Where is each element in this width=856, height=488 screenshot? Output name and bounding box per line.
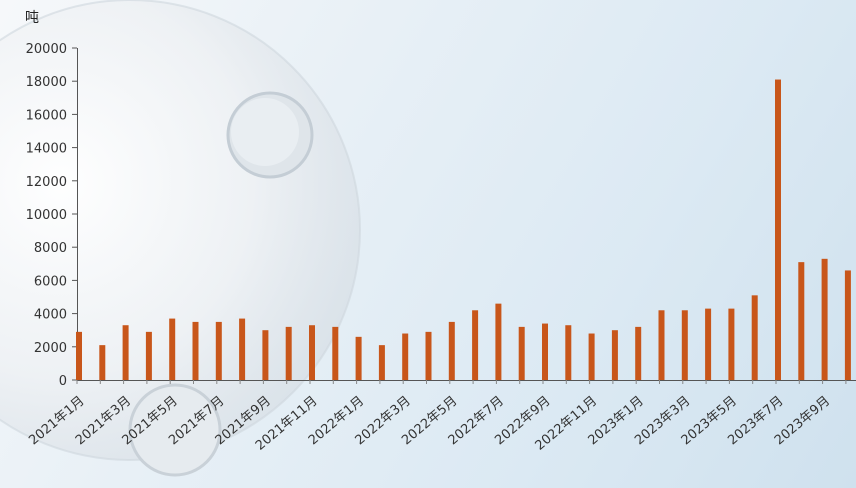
bar: [378, 345, 385, 380]
bar: [285, 326, 292, 380]
bar: [309, 325, 315, 380]
bar: [635, 326, 642, 380]
bar: [215, 321, 222, 380]
bar: [355, 336, 362, 380]
y-tick-label: 14000: [26, 142, 67, 157]
x-axis-ticks: [76, 380, 847, 384]
bar: [122, 325, 129, 380]
y-tick-label: 4000: [34, 308, 67, 323]
y-axis-ticks: 0 2000 4000 6000 8000 10000 12000 14000 16000 180…: [26, 42, 77, 389]
bar: [588, 333, 595, 380]
y-tick-label: 8000: [34, 241, 67, 256]
bar: [76, 331, 82, 380]
bar: [332, 326, 339, 380]
bar: [751, 295, 758, 380]
bar: [448, 321, 455, 380]
bar: [565, 325, 572, 380]
bar: [472, 310, 479, 380]
y-tick-label: 10000: [26, 208, 67, 223]
bar: [658, 310, 665, 380]
y-tick-label: 12000: [26, 175, 67, 190]
bar: [705, 308, 712, 380]
y-tick-label: 20000: [26, 42, 67, 57]
bar: [542, 323, 548, 380]
y-tick-label: 18000: [26, 75, 67, 90]
y-tick-label: 16000: [26, 108, 67, 123]
bar: [798, 262, 805, 380]
bar: [169, 318, 176, 380]
x-axis-labels: 2021年1月2021年3月2021年5月2021年7月2021年9月2021年…: [26, 394, 833, 454]
bar: [518, 326, 525, 380]
bar: [192, 321, 199, 380]
bar: [145, 331, 152, 380]
y-tick-label: 0: [59, 374, 67, 389]
bar: [262, 330, 269, 380]
bar: [844, 270, 851, 380]
bar: [495, 303, 502, 380]
bar: [728, 308, 735, 380]
bar: [99, 345, 106, 380]
bar: [821, 258, 828, 380]
bar: [402, 333, 409, 380]
y-axis-unit: 吨: [25, 10, 39, 26]
bar-series: [76, 79, 851, 380]
bar: [775, 79, 781, 380]
bar: [425, 331, 432, 380]
y-tick-label: 2000: [34, 341, 67, 356]
bar: [239, 318, 246, 380]
y-tick-label: 6000: [34, 274, 67, 289]
bar: [681, 310, 688, 380]
bar: [611, 330, 618, 380]
